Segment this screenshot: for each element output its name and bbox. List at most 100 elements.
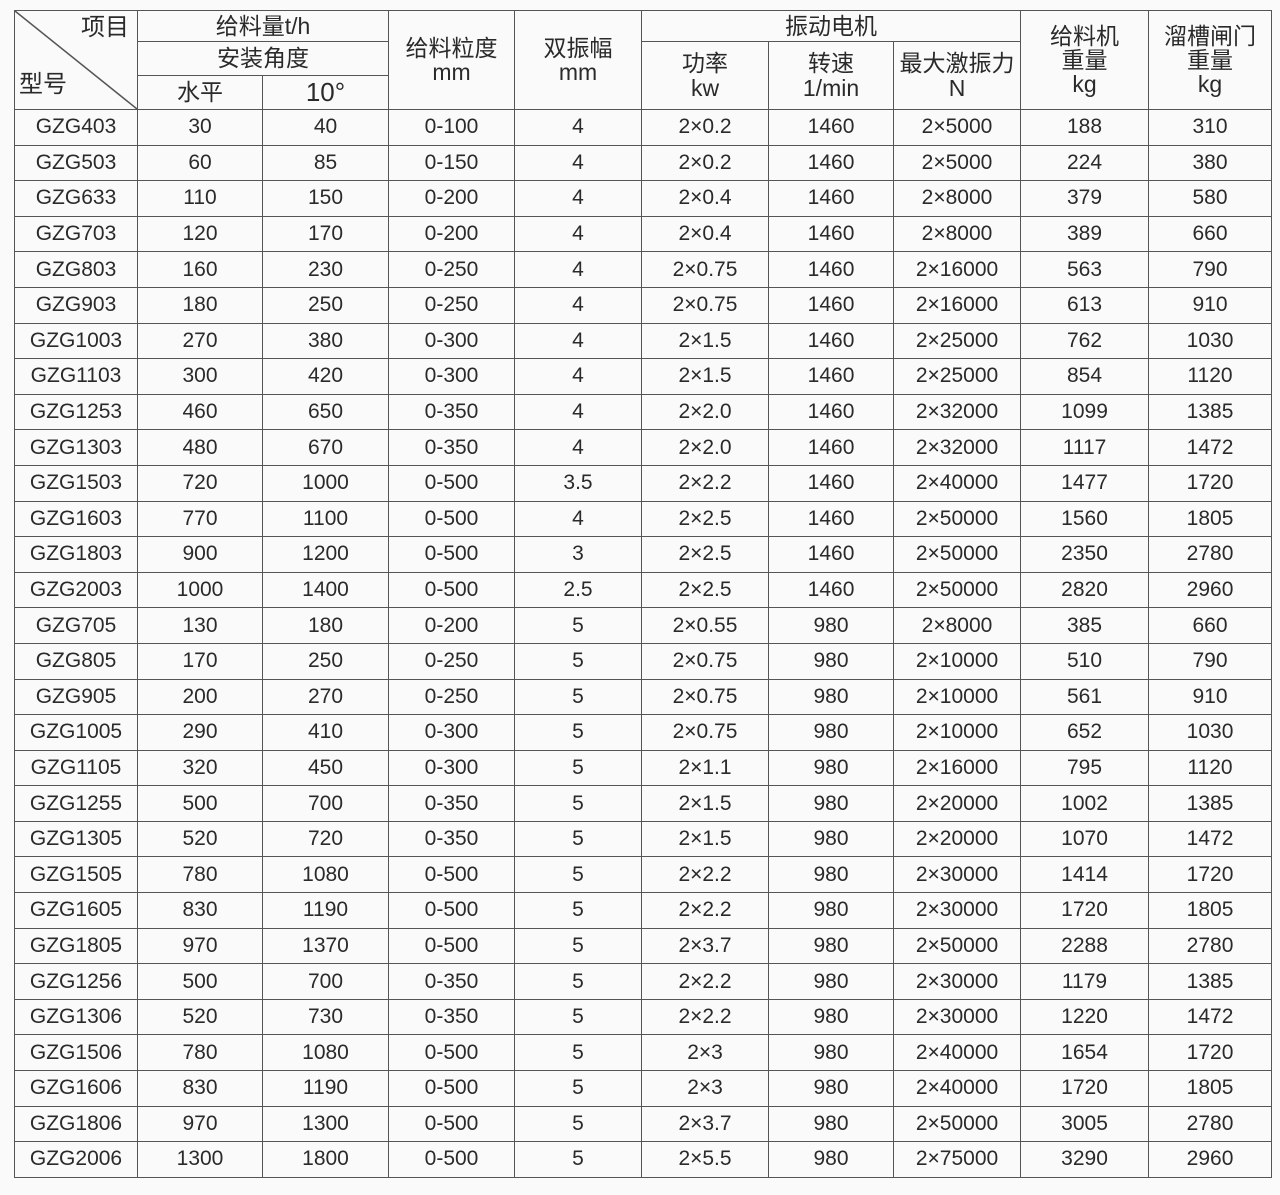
- cell-power: 2×2.2: [641, 892, 770, 929]
- table-row: GZG1256 500 700 0-350 5 2×2.2 980 2×30000 1179 13…: [14, 963, 1273, 1000]
- cell-gate-weight: 310: [1148, 109, 1273, 146]
- cell-feeder-weight: 762: [1020, 322, 1150, 360]
- cell-speed: 1460: [768, 429, 895, 466]
- cell-model: GZG1506: [14, 1034, 138, 1072]
- cell-gate-weight: 660: [1148, 607, 1273, 644]
- cell-model: GZG2006: [14, 1141, 138, 1178]
- table-row: GZG1506 780 1080 0-500 5 2×3 980 2×40000 1654 172…: [14, 1034, 1273, 1072]
- cell-feed-10deg: 1080: [261, 856, 390, 894]
- cell-speed: 1460: [768, 571, 895, 609]
- cell-force: 2×50000: [893, 500, 1022, 538]
- cell-feed-10deg: 1190: [261, 1070, 390, 1107]
- cell-feed-size: 0-250: [388, 286, 516, 324]
- cell-amplitude: 4: [514, 358, 643, 395]
- cell-feed-size: 0-350: [388, 998, 516, 1036]
- cell-feeder-weight: 1002: [1020, 785, 1150, 822]
- cell-feeder-weight: 1179: [1020, 963, 1150, 1000]
- cell-feed-10deg: 40: [261, 109, 390, 146]
- cell-feed-10deg: 1190: [261, 892, 390, 929]
- cell-gate-weight: 1472: [1148, 998, 1273, 1036]
- cell-power: 2×2.2: [641, 963, 770, 1000]
- cell-power: 2×2.2: [641, 856, 770, 894]
- cell-feed-size: 0-350: [388, 820, 516, 858]
- feeder-weight-header: 给料机 重量 kg: [1020, 10, 1150, 110]
- table-row: GZG1253 460 650 0-350 4 2×2.0 1460 2×32000 1099 1…: [14, 393, 1273, 431]
- cell-feed-size: 0-500: [388, 1070, 516, 1107]
- cell-speed: 980: [768, 998, 895, 1036]
- cell-power: 2×1.5: [641, 785, 770, 822]
- table-row: GZG1103 300 420 0-300 4 2×1.5 1460 2×25000 854 11…: [14, 358, 1273, 395]
- cell-feed-10deg: 1080: [261, 1034, 390, 1072]
- cell-speed: 980: [768, 642, 895, 680]
- cell-feed-horizontal: 300: [137, 358, 263, 395]
- cell-feed-horizontal: 970: [137, 1105, 263, 1143]
- cell-force: 2×10000: [893, 678, 1022, 716]
- cell-gate-weight: 1720: [1148, 856, 1273, 894]
- cell-force: 2×50000: [893, 1105, 1022, 1143]
- cell-feed-10deg: 380: [261, 322, 390, 360]
- cell-amplitude: 4: [514, 393, 643, 431]
- cell-gate-weight: 1805: [1148, 892, 1273, 929]
- cell-amplitude: 4: [514, 109, 643, 146]
- cell-amplitude: 5: [514, 998, 643, 1036]
- cell-amplitude: 5: [514, 1141, 643, 1178]
- motor-header: 振动电机: [641, 10, 1022, 42]
- cell-amplitude: 5: [514, 963, 643, 1000]
- cell-feed-size: 0-500: [388, 927, 516, 965]
- cell-speed: 1460: [768, 215, 895, 253]
- cell-model: GZG1255: [14, 785, 138, 822]
- cell-feeder-weight: 385: [1020, 607, 1150, 644]
- cell-feed-size: 0-300: [388, 714, 516, 751]
- cell-feed-horizontal: 780: [137, 1034, 263, 1072]
- cell-feed-10deg: 270: [261, 678, 390, 716]
- table-row: GZG503 60 85 0-150 4 2×0.2 1460 2×5000 224 380: [14, 144, 1273, 182]
- cell-feed-10deg: 1100: [261, 500, 390, 538]
- cell-amplitude: 4: [514, 144, 643, 182]
- cell-feed-horizontal: 780: [137, 856, 263, 894]
- cell-amplitude: 5: [514, 607, 643, 644]
- cell-model: GZG905: [14, 678, 138, 716]
- cell-feed-10deg: 180: [261, 607, 390, 644]
- cell-feed-horizontal: 200: [137, 678, 263, 716]
- cell-model: GZG703: [14, 215, 138, 253]
- cell-feeder-weight: 3005: [1020, 1105, 1150, 1143]
- cell-feed-size: 0-500: [388, 1141, 516, 1178]
- cell-feeder-weight: 510: [1020, 642, 1150, 680]
- cell-gate-weight: 380: [1148, 144, 1273, 182]
- cell-feeder-weight: 188: [1020, 109, 1150, 146]
- cell-force: 2×32000: [893, 429, 1022, 466]
- cell-power: 2×0.4: [641, 215, 770, 253]
- cell-feeder-weight: 389: [1020, 215, 1150, 253]
- cell-feed-horizontal: 520: [137, 998, 263, 1036]
- cell-power: 2×3: [641, 1070, 770, 1107]
- cell-speed: 980: [768, 714, 895, 751]
- cell-amplitude: 5: [514, 1105, 643, 1143]
- cell-model: GZG1005: [14, 714, 138, 751]
- cell-feed-horizontal: 720: [137, 464, 263, 502]
- cell-feeder-weight: 224: [1020, 144, 1150, 182]
- corner-header: 项目 型号: [14, 10, 138, 110]
- cell-feeder-weight: 854: [1020, 358, 1150, 395]
- cell-model: GZG1606: [14, 1070, 138, 1107]
- horizontal-header: 水平: [137, 75, 263, 110]
- cell-power: 2×1.1: [641, 749, 770, 787]
- table-row: GZG1605 830 1190 0-500 5 2×2.2 980 2×30000 1720 1…: [14, 892, 1273, 929]
- table-row: GZG1603 770 1100 0-500 4 2×2.5 1460 2×50000 1560…: [14, 500, 1273, 538]
- cell-power: 2×0.75: [641, 714, 770, 751]
- cell-force: 2×5000: [893, 109, 1022, 146]
- cell-force: 2×8000: [893, 215, 1022, 253]
- cell-feed-horizontal: 500: [137, 785, 263, 822]
- cell-gate-weight: 1472: [1148, 820, 1273, 858]
- table-row: GZG1306 520 730 0-350 5 2×2.2 980 2×30000 1220 14…: [14, 998, 1273, 1036]
- ten-degree-header: 10°: [261, 75, 390, 110]
- cell-force: 2×10000: [893, 642, 1022, 680]
- cell-speed: 1460: [768, 180, 895, 217]
- cell-feeder-weight: 1070: [1020, 820, 1150, 858]
- cell-feeder-weight: 1560: [1020, 500, 1150, 538]
- feed-size-header: 给料粒度 mm: [388, 10, 516, 110]
- cell-speed: 980: [768, 1141, 895, 1178]
- cell-feed-horizontal: 270: [137, 322, 263, 360]
- cell-power: 2×3: [641, 1034, 770, 1072]
- cell-feed-horizontal: 1000: [137, 571, 263, 609]
- cell-model: GZG805: [14, 642, 138, 680]
